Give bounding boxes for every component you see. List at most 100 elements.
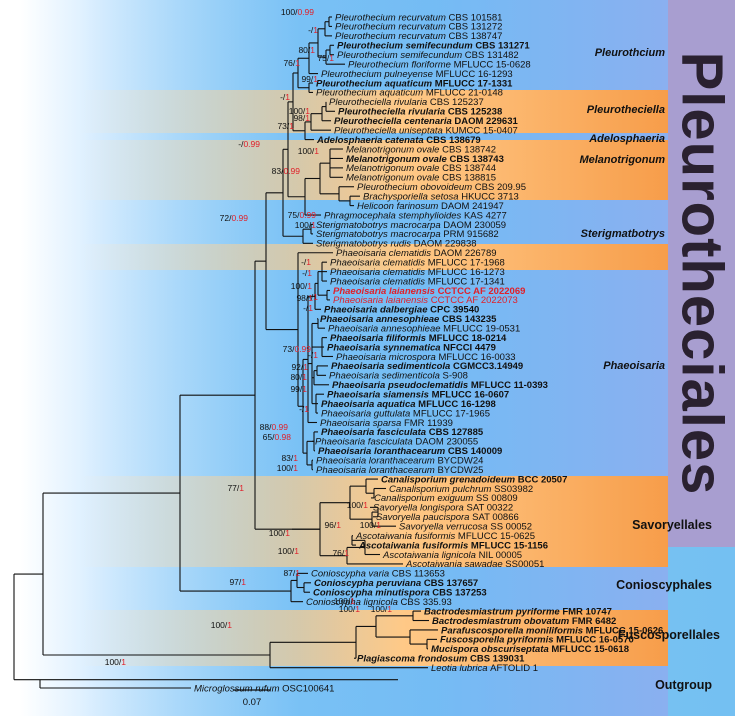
leaf-label: Phaeoisaria loranthacearum BYCDW25 xyxy=(316,465,483,476)
leaf-label: Plagiascoma frondosum CBS 139031 xyxy=(357,654,525,665)
clade-label: Phaeoisaria xyxy=(603,360,665,372)
leaf-label: Pleurothecium obovoideum CBS 209.95 xyxy=(357,182,526,193)
leaf-label: Microglossum rufum OSC100641 xyxy=(194,683,334,694)
leaf-label: Brachysporiella setosa HKUCC 3713 xyxy=(363,191,519,202)
support-value: 100/1 xyxy=(360,520,382,530)
clade-band-orange xyxy=(80,90,668,133)
leaf-label: Phaeoisaria microspora MFLUCC 16-0033 xyxy=(336,352,516,363)
leaf-label: Mucispora obscuriseptata MFLUCC 15-0618 xyxy=(431,644,629,655)
leaf-label: Phaeoisaria clematidis MFLUCC 17-1341 xyxy=(330,276,505,287)
leaf-label: Phaeoisaria clematidis MFLUCC 16-1273 xyxy=(330,267,505,278)
scale-bar: 0.07 xyxy=(234,689,270,708)
support-value: 92/1 xyxy=(291,362,308,372)
leaf-label: Phaeoisaria sedimenticola CGMCC3.14949 xyxy=(331,361,523,372)
support-value: 75/1 xyxy=(317,53,334,63)
leaf-label: Adelosphaeria catenata CBS 138679 xyxy=(316,135,481,146)
support-value: -/1 xyxy=(280,92,290,102)
leaf-label: Phaeoisaria pseudoclematidis MFLUCC 11-0… xyxy=(332,380,548,391)
support-value: 80/1 xyxy=(290,372,307,382)
support-value: 65/0.98 xyxy=(263,432,292,442)
leaf-label: Phaeoisaria annesophieae MFLUCC 19-0531 xyxy=(328,323,520,334)
support-value: 96/1 xyxy=(324,520,341,530)
leaf-label: Pleurothecium aquaticum MFLUCC 21-0148 xyxy=(316,88,503,99)
leaf-label: Fuscosporella pyriformis MFLUCC 16-0570 xyxy=(440,635,634,646)
leaf-label: Pleurotheciella rivularia CBS 125238 xyxy=(338,107,502,118)
order-group-label: Savoryellales xyxy=(632,518,712,532)
support-values: 100/0.99-/180/175/176/199/1-/1100/198/17… xyxy=(105,7,393,667)
support-value: -/1 xyxy=(302,268,312,278)
support-value: 88/0.99 xyxy=(260,422,289,432)
clade-band-blue xyxy=(80,133,668,140)
leaf-label: Melanotrigonum ovale CBS 138744 xyxy=(346,163,496,174)
support-value: 75/0.99 xyxy=(288,210,317,220)
support-value: 97/1 xyxy=(229,577,246,587)
support-value: 100/1 xyxy=(277,463,299,473)
clade-band-orange xyxy=(80,140,668,200)
clade-label: Pleurothcium xyxy=(595,47,666,59)
clade-band-orange xyxy=(80,610,668,666)
order-box xyxy=(668,0,735,547)
leaf-label: Savoryella verrucosa SS 00052 xyxy=(399,522,532,533)
support-value: 99/1 xyxy=(301,74,318,84)
clade-label: Pleurotheciella xyxy=(587,104,665,116)
clade-band-blue xyxy=(80,200,668,244)
support-value: -/1 xyxy=(301,257,311,267)
leaf-label: Canalisporium grenadoideum BCC 20507 xyxy=(381,474,567,485)
support-value: 77/1 xyxy=(227,483,244,493)
leaf-label: Pleurothecium aquaticum MFLUCC 17-1331 xyxy=(316,78,513,89)
leaf-label: Phaeoisaria clematidis DAOM 226789 xyxy=(336,248,497,259)
leaf-label: Pleurotheciella uniseptata KUMCC 15-0407 xyxy=(334,125,518,136)
clade-band-blue xyxy=(80,567,668,610)
leaf-label: Pleurothecium pulneyense MFLUCC 16-1293 xyxy=(321,69,513,80)
leaf-label: Phaeoisaria clematidis MFLUCC 17-1968 xyxy=(330,257,505,268)
leaf-label: Phaeoisaria guttulata MFLUCC 17-1965 xyxy=(321,408,490,419)
leaf-label: Savoryella paucispora SAT 00866 xyxy=(376,512,519,523)
leaf-label: Sterigmatobotrys macrocarpa DAOM 230059 xyxy=(316,220,506,231)
support-value: 100/1 xyxy=(334,596,356,606)
support-value: 98/1 xyxy=(296,293,313,303)
leaf-label: Phaeoisaria dalbergiae CPC 39540 xyxy=(324,305,479,316)
clade-labels: Pleurothcium Pleurotheciella Adelosphaeria… xyxy=(579,47,720,692)
leaf-label: Melanotrigonum ovale CBS 138742 xyxy=(346,144,496,155)
leaf-label: Conioscypha varia CBS 113653 xyxy=(311,569,445,580)
leaf-label: Pleurothecium semifecundum CBS 131271 xyxy=(337,41,530,52)
support-value: 73/1 xyxy=(277,121,294,131)
leaf-label: Pleurothecium recurvatum CBS 138747 xyxy=(335,31,502,42)
leaf-label: Sterigmatobotrys rudis DAOM 229838 xyxy=(316,239,477,250)
leaf-label: Ascotaiwania fusiformis MFLUCC 15-1156 xyxy=(358,540,548,551)
leaf-label: Pleurothecium floriforme MFLUCC 15-0628 xyxy=(348,59,531,70)
leaf-label: Leotia lubrica AFTOLID 1 xyxy=(431,663,538,674)
scale-bar-label: 0.07 xyxy=(243,697,262,708)
support-value: 98/1 xyxy=(293,113,310,123)
support-value: -/0.99 xyxy=(238,139,260,149)
support-value: 100/1 xyxy=(339,604,361,614)
support-value: 100/1 xyxy=(105,657,127,667)
clade-band-blue xyxy=(80,270,668,476)
order-group-label: Outgroup xyxy=(655,678,712,692)
leaf-label: Phragmocephala stemphylioides KAS 4277 xyxy=(324,210,507,221)
support-value: 80/1 xyxy=(298,45,315,55)
leaf-label: Phaeoisaria synnematica NFCCI 4479 xyxy=(327,342,496,353)
support-value: 76/1 xyxy=(332,548,349,558)
leaf-label: Phaeoisaria annesophieae CBS 143235 xyxy=(320,314,497,325)
leaf-label: Pleurotheciella rivularia CBS 125237 xyxy=(329,97,484,108)
support-value: 100/1 xyxy=(295,220,317,230)
leaf-label: Helicoon farinosum DAOM 241947 xyxy=(357,201,504,212)
leaf-label: Melanotrigonum ovale CBS 138743 xyxy=(346,154,504,165)
leaf-label: Phaeoisaria aquatica MFLUCC 16-1298 xyxy=(321,399,496,410)
support-value: 100/1 xyxy=(291,281,313,291)
support-value: 83/1 xyxy=(281,453,298,463)
support-value: -/1 xyxy=(308,350,318,360)
support-value: -/1 xyxy=(308,292,318,302)
support-value: 87/1 xyxy=(283,568,300,578)
leaf-label: Phaeoisaria siamensis MFLUCC 16-0607 xyxy=(327,390,509,401)
leaf-label: Pleurothecium recurvatum CBS 131272 xyxy=(335,22,502,33)
leaf-label: Phaeoisaria laianensis CCTCC AF 2022073 xyxy=(333,295,518,306)
leaf-label: Sterigmatobotrys macrocarpa PRM 915682 xyxy=(316,229,499,240)
clade-label: Melanotrigonum xyxy=(579,154,665,166)
tree-leaves: Pleurothecium recurvatum CBS 101581Pleur… xyxy=(194,12,663,694)
leaf-label: Bactrodesmiastrum pyriforme FMR 10747 xyxy=(424,606,612,617)
clade-label: Sterigmatbotrys xyxy=(581,228,665,240)
